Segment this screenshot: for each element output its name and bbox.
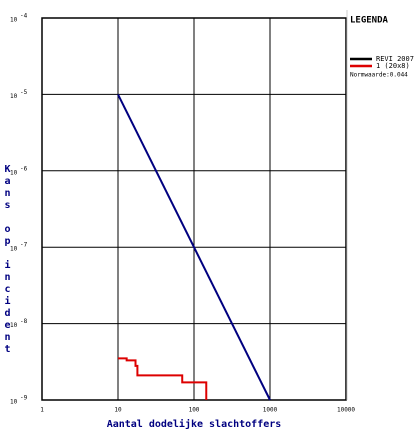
y-tick-label: 10 [10, 322, 18, 329]
legend-note: Normwaarde:0.044 [350, 72, 408, 79]
x-tick-label: 1000 [263, 407, 278, 414]
y-tick-label: 10 [10, 93, 18, 100]
x-tick-label: 100 [189, 407, 200, 414]
x-tick-label: 1 [40, 407, 44, 414]
y-tick-label: 10 [10, 399, 18, 406]
legend-label: 1 (20x8) [376, 62, 410, 70]
y-tick-exponent: -4 [20, 13, 28, 20]
y-tick-label: 10 [10, 246, 18, 253]
y-tick-exponent: -7 [20, 242, 28, 249]
legend-label: REVI 2007 [376, 55, 414, 63]
legend-title: LEGENDA [350, 16, 389, 26]
y-tick-exponent: -8 [20, 318, 28, 325]
series-line [117, 93, 271, 401]
x-tick-label: 10000 [337, 407, 355, 414]
y-tick-label: 10 [10, 169, 18, 176]
x-tick-label: 10 [114, 407, 122, 414]
y-tick-exponent: -5 [20, 89, 28, 96]
plot-border [41, 17, 347, 401]
y-tick-exponent: -6 [20, 165, 28, 172]
x-axis-label: Aantal dodelijke slachtoffers [107, 418, 282, 430]
y-axis-label: Kans op incident [2, 164, 13, 356]
y-tick-exponent: -9 [20, 395, 28, 402]
y-tick-label: 10 [10, 17, 18, 24]
series-line [118, 357, 208, 400]
